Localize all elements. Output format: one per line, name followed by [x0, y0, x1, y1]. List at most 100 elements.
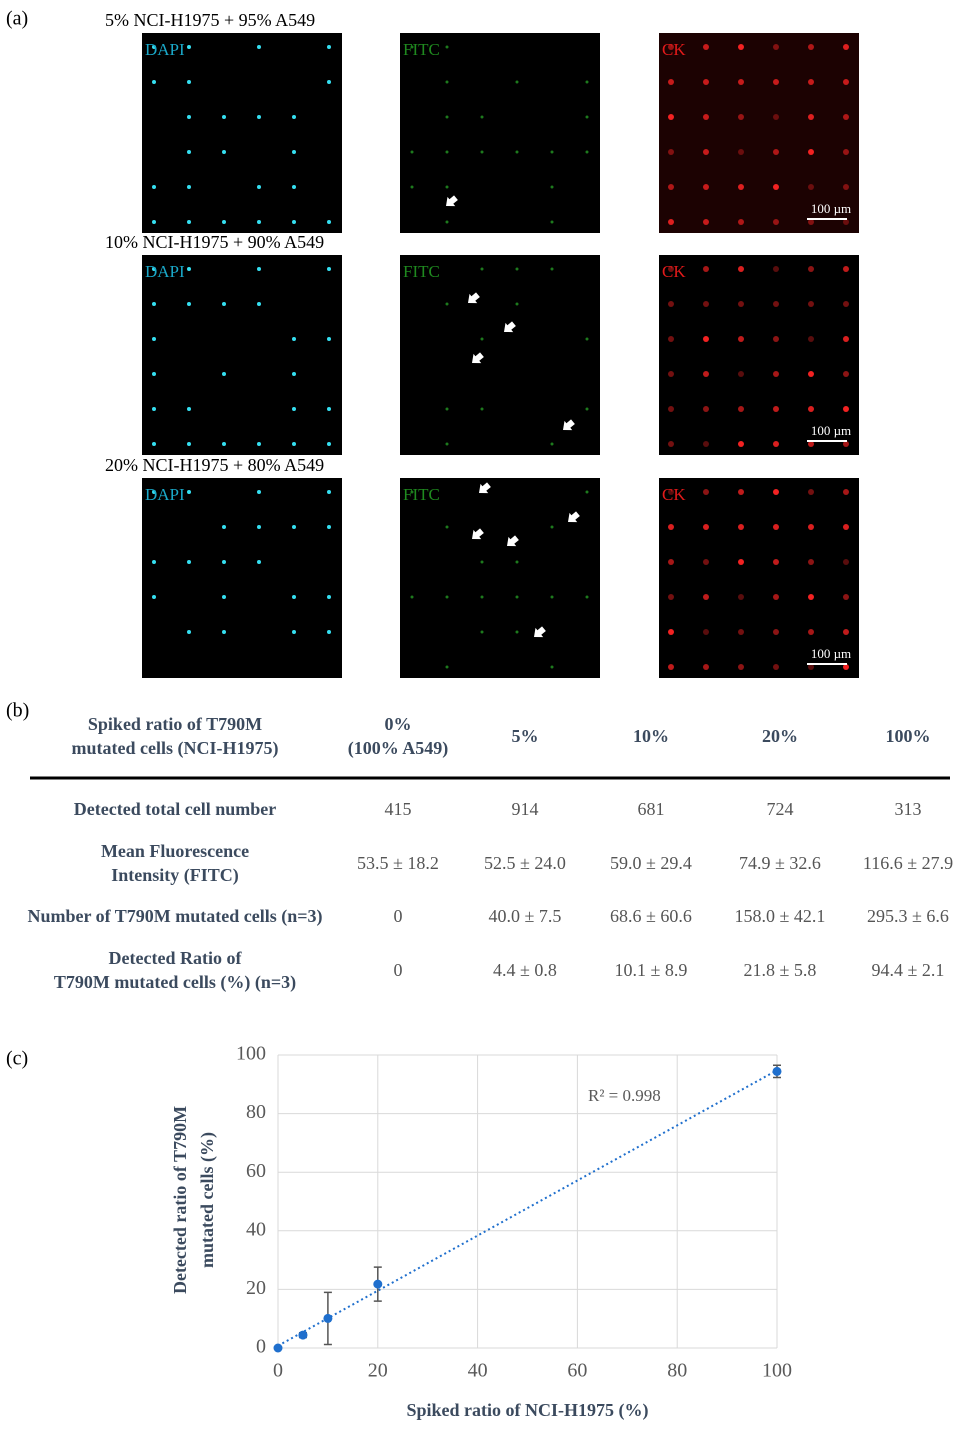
ck-spot: [773, 594, 779, 600]
ck-spot: [703, 594, 709, 600]
ck-spot: [843, 406, 849, 412]
ck-spot: [703, 184, 709, 190]
table-cell: 116.6 ± 27.9: [863, 853, 953, 873]
panel-label: (c): [6, 1048, 28, 1070]
ck-spot: [738, 79, 744, 85]
nucleus: [257, 185, 261, 189]
ck-spot: [738, 441, 744, 447]
ck-spot: [668, 149, 674, 155]
ck-spot: [703, 559, 709, 565]
nucleus: [152, 80, 156, 84]
nucleus: [257, 525, 261, 529]
column-header: 10%: [633, 726, 669, 746]
ck-spot: [668, 559, 674, 565]
nucleus: [257, 560, 261, 564]
ck-spot: [773, 301, 779, 307]
table-cell: 74.9 ± 32.6: [739, 853, 821, 873]
channel-label: FITC: [403, 485, 440, 504]
x-tick-label: 0: [273, 1360, 283, 1382]
table-cell: 158.0 ± 42.1: [735, 906, 826, 926]
nucleus: [187, 185, 191, 189]
nucleus: [292, 220, 296, 224]
data-point: [773, 1067, 782, 1076]
channel-label: CK: [662, 40, 686, 59]
ck-spot: [773, 489, 779, 495]
data-point: [373, 1280, 382, 1289]
fitc-spot: [586, 151, 589, 154]
ck-spot: [738, 489, 744, 495]
row-header: Detected Ratio of: [109, 948, 243, 968]
ck-spot: [668, 336, 674, 342]
ck-spot: [703, 371, 709, 377]
column-header: 5%: [512, 726, 539, 746]
ck-spot: [773, 406, 779, 412]
y-tick-label: 100: [236, 1043, 266, 1065]
panel-label: (b): [6, 700, 29, 722]
nucleus: [257, 115, 261, 119]
ck-spot: [843, 266, 849, 272]
data-point: [298, 1331, 307, 1340]
y-axis-label: Detected ratio of T790M: [170, 1106, 190, 1294]
ck-spot: [843, 594, 849, 600]
table-cell: 52.5 ± 24.0: [484, 853, 566, 873]
nucleus: [292, 372, 296, 376]
fitc-spot: [516, 561, 519, 564]
y-tick-label: 60: [246, 1160, 266, 1182]
fitc-spot: [446, 186, 449, 189]
micrograph: [142, 478, 342, 678]
ck-spot: [843, 336, 849, 342]
row-title: 10% NCI-H1975 + 90% A549: [105, 232, 324, 252]
fitc-spot: [446, 303, 449, 306]
fitc-spot: [516, 631, 519, 634]
fitc-spot: [446, 526, 449, 529]
fitc-spot: [516, 303, 519, 306]
micrograph: [142, 33, 342, 233]
table-cell: 94.4 ± 2.1: [872, 960, 945, 980]
ck-spot: [703, 489, 709, 495]
row-header: Mean Fluorescence: [101, 841, 249, 861]
ck-spot: [808, 301, 814, 307]
ck-spot: [703, 149, 709, 155]
column-header: 100%: [886, 726, 931, 746]
fitc-spot: [446, 81, 449, 84]
ck-spot: [808, 79, 814, 85]
fitc-spot: [516, 81, 519, 84]
fitc-spot: [481, 408, 484, 411]
ck-spot: [703, 524, 709, 530]
fitc-spot: [446, 596, 449, 599]
fitc-spot: [551, 443, 554, 446]
ck-spot: [808, 406, 814, 412]
table-cell: 53.5 ± 18.2: [357, 853, 439, 873]
ck-spot: [808, 184, 814, 190]
ck-spot: [703, 406, 709, 412]
x-tick-label: 100: [762, 1360, 792, 1382]
fitc-spot: [481, 631, 484, 634]
ck-spot: [843, 489, 849, 495]
y-tick-label: 80: [246, 1101, 266, 1123]
ck-spot: [703, 44, 709, 50]
figure: (a) (b) (c) 5% NCI-H1975 + 95% A549DAPIF…: [0, 0, 963, 1425]
ck-spot: [738, 371, 744, 377]
nucleus: [327, 220, 331, 224]
ck-spot: [738, 336, 744, 342]
ck-spot: [703, 336, 709, 342]
y-tick-label: 40: [246, 1218, 266, 1240]
nucleus: [327, 337, 331, 341]
nucleus: [222, 150, 226, 154]
table-cell: 681: [638, 799, 665, 819]
row-header: Detected total cell number: [74, 799, 276, 819]
fitc-spot: [446, 116, 449, 119]
channel-label: DAPI: [145, 40, 185, 59]
ck-spot: [808, 44, 814, 50]
ck-spot: [773, 629, 779, 635]
scale-bar-label: 100 µm: [811, 646, 851, 661]
table-cell: 10.1 ± 8.9: [615, 960, 688, 980]
fitc-spot: [446, 221, 449, 224]
scale-bar-label: 100 µm: [811, 423, 851, 438]
fitc-spot: [551, 526, 554, 529]
fitc-spot: [551, 268, 554, 271]
x-axis-label: Spiked ratio of NCI-H1975 (%): [407, 1400, 649, 1421]
ck-spot: [668, 184, 674, 190]
micrograph: [400, 33, 600, 233]
nucleus: [257, 220, 261, 224]
